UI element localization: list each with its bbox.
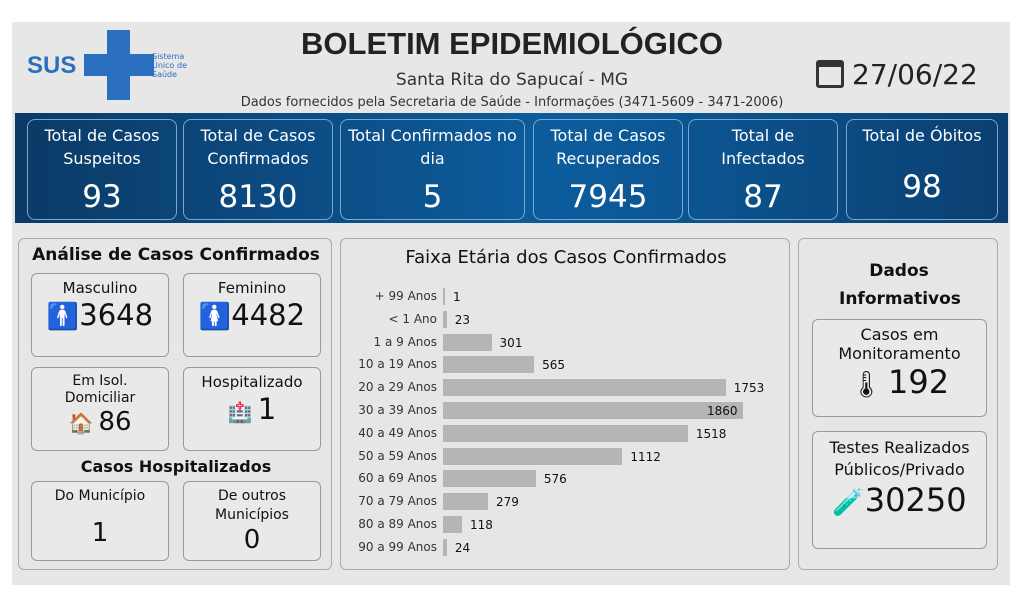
chart-row: 1 a 9 Anos 301 (345, 333, 785, 351)
chart-row: 60 a 69 Anos 576 (345, 470, 785, 488)
chart-row: 70 a 79 Anos 279 (345, 493, 785, 511)
card-outros-municipios: De outros Municípios 0 (183, 481, 321, 561)
bar (443, 333, 492, 351)
chart-row: 20 a 29 Anos 1753 (345, 379, 785, 397)
category-label: 30 a 39 Anos (358, 403, 437, 417)
value-label: 1112 (630, 449, 661, 464)
info-panel: Dados Informativos Casos em Monitorament… (798, 238, 998, 570)
bar (443, 310, 447, 328)
chart-row: + 99 Anos 1 (345, 288, 785, 305)
bar (443, 288, 445, 305)
kpi-confirmados: Total de Casos Confirmados 8130 (183, 119, 333, 220)
bar (443, 402, 743, 419)
analysis-panel: Análise de Casos Confirmados Masculino 🚹3… (18, 238, 332, 570)
card-monitoramento: Casos em Monitoramento 🌡 192 (812, 319, 987, 417)
card-feminino: Feminino 🚺4482 (183, 273, 321, 357)
category-label: 60 a 69 Anos (358, 471, 437, 486)
chart-row: 90 a 99 Anos 24 (345, 538, 785, 556)
female-icon: 🚺 (198, 302, 232, 332)
chart-title: Faixa Etária dos Casos Confirmados (405, 247, 727, 268)
thermometer-icon: 🌡 (849, 370, 883, 400)
kpi-recuperados: Total de Casos Recuperados 7945 (533, 119, 683, 220)
kpi-confirmados-dia: Total Confirmados no dia 5 (340, 119, 525, 220)
chart-row: 50 a 59 Anos 1112 (345, 447, 785, 465)
kpi-infectados: Total de Infectados 87 (688, 119, 838, 220)
value-label: 279 (496, 495, 519, 510)
bar (443, 447, 623, 465)
value-label: 24 (454, 540, 471, 555)
category-label: 70 a 79 Anos (358, 494, 437, 509)
category-label: 50 a 59 Anos (358, 448, 437, 463)
card-testes: Testes Realizados Públicos/Privado 🧪30250 (812, 431, 987, 549)
category-label: 20 a 29 Anos (358, 380, 437, 395)
kpi-obitos: Total de Óbitos 98 (846, 119, 998, 220)
value-label: 118 (470, 518, 493, 532)
category-label: 90 a 99 Anos (358, 539, 437, 554)
category-label: 10 a 19 Anos (358, 357, 437, 372)
sus-logo: SUS Sistema Único de Saúde (27, 30, 197, 100)
card-hospitalizado: Hospitalizado 🏥 1 (183, 367, 321, 451)
value-label: 1 (453, 290, 461, 304)
category-label: 40 a 49 Anos (358, 425, 437, 440)
category-label: + 99 Anos (374, 289, 437, 303)
value-label: 576 (543, 472, 567, 487)
bar (443, 493, 488, 511)
bar (443, 379, 726, 397)
card-isolamento: Em Isol. Domiciliar 🏠 86 (31, 367, 169, 451)
value-label: 23 (454, 312, 470, 327)
chart-row: 80 a 89 Anos 118 (345, 516, 785, 533)
chart-row: 10 a 19 Anos 565 (345, 356, 785, 374)
house-icon: 🏠 (68, 411, 94, 435)
value-label: 565 (542, 358, 566, 373)
test-tube-icon: 🧪 (832, 488, 865, 518)
chart-row: < 1 Ano 23 (345, 310, 785, 328)
bar (443, 470, 536, 488)
bar (443, 356, 535, 374)
value-label: 1753 (733, 381, 765, 396)
value-label: 301 (499, 335, 523, 350)
location: Santa Rita do Sapucaí - MG (395, 70, 629, 90)
chart-row: 40 a 49 Anos 1518 (345, 424, 785, 442)
kpi-banner (15, 113, 1008, 223)
card-masculino: Masculino 🚹3648 (31, 273, 169, 357)
kpi-suspeitos: Total de Casos Suspeitos 93 (27, 119, 177, 220)
category-label: 1 a 9 Anos (373, 334, 437, 349)
category-label: < 1 Ano (388, 311, 437, 326)
value-label: 1860 (707, 404, 738, 418)
male-icon: 🚹 (46, 302, 80, 332)
date: 27/06/22 (852, 58, 978, 91)
value-label: 1518 (695, 426, 727, 441)
calendar-icon (816, 60, 844, 88)
bar (443, 424, 688, 442)
data-source: Dados fornecidos pela Secretaria de Saúd… (240, 95, 784, 110)
chart-row: 30 a 39 Anos 1860 (345, 402, 785, 419)
card-municipio: Do Município 1 (31, 481, 169, 561)
hospital-icon: 🏥 (227, 400, 253, 424)
category-label: 80 a 89 Anos (358, 517, 437, 531)
page-title: BOLETIM EPIDEMIOLÓGICO (301, 26, 723, 61)
bar (443, 538, 447, 556)
bar (443, 516, 463, 533)
